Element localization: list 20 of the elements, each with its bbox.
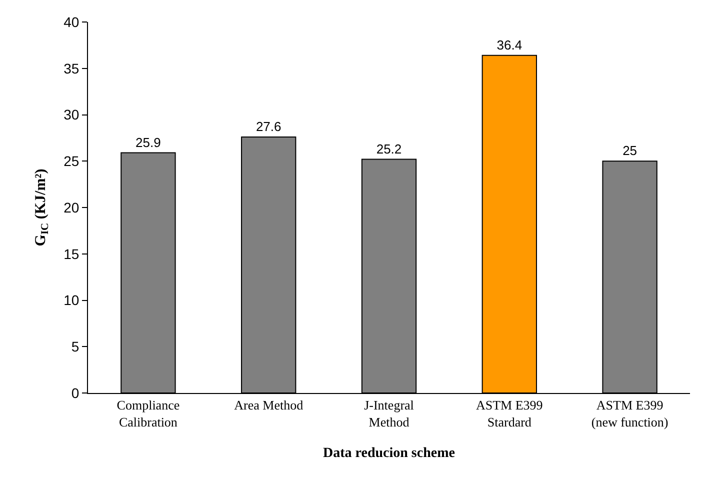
data-label: 36.4 [496,37,522,52]
y-tick-label: 35 [64,60,80,76]
y-tick-label: 20 [64,199,80,216]
y-tick-label: 40 [64,14,80,30]
data-label: 27.6 [256,119,282,134]
data-label: 25 [622,143,638,158]
x-tick-label: J-Integral Method [364,398,414,430]
x-tick-label: Area Method [234,398,304,413]
y-tick-label: 30 [64,106,80,123]
y-tick-label: 25 [64,153,80,170]
data-label: 25.2 [376,141,402,156]
data-label: 25.9 [136,134,161,150]
x-axis-title: Data reducion scheme [323,446,455,461]
y-tick-label: 15 [64,246,80,262]
x-tick-label: Compliance Calibration [116,398,180,430]
y-tick-label: 0 [71,384,80,401]
x-tick-label: ASTM E399 Stardard [476,398,543,430]
y-tick-label: 10 [64,292,80,308]
x-tick-label: ASTM E399 (new function) [591,398,668,430]
y-tick-label: 5 [71,338,80,355]
